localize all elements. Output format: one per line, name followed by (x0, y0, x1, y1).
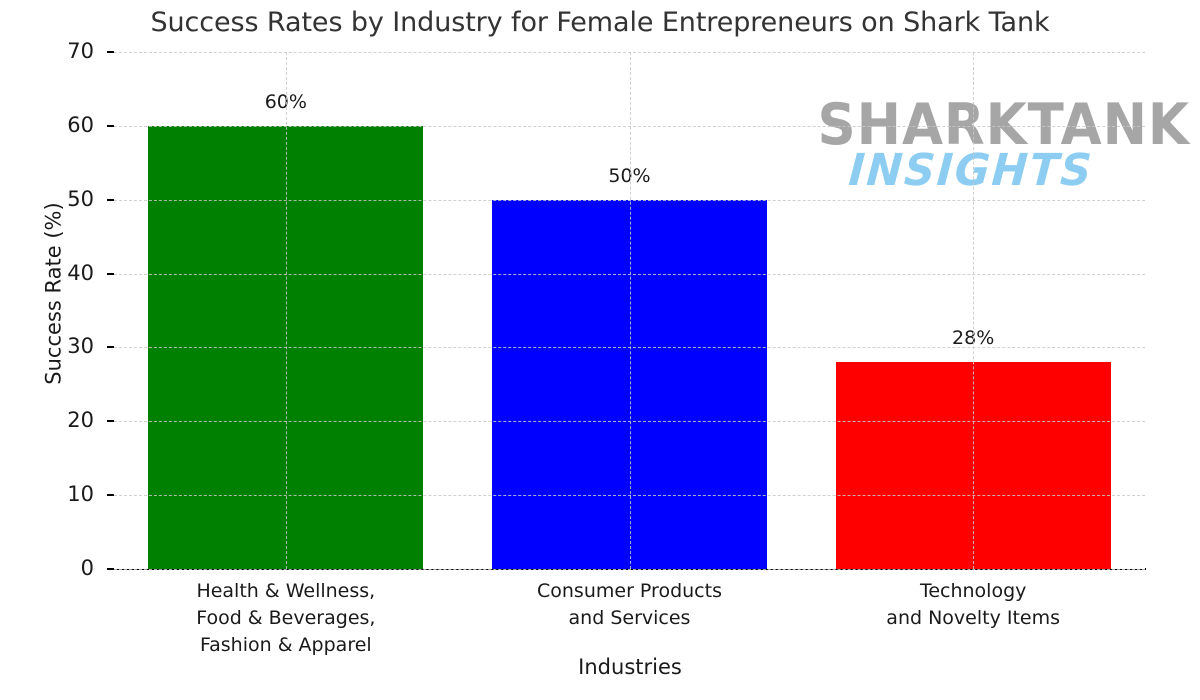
bar[interactable] (492, 199, 767, 569)
y-axis-tick (107, 198, 114, 201)
y-axis-tick (107, 124, 114, 127)
gridline-horizontal (114, 569, 1145, 570)
y-axis-tick-label: 0 (80, 556, 94, 580)
gridline-vertical (285, 52, 287, 569)
chart-title: Success Rates by Industry for Female Ent… (150, 7, 1050, 38)
y-axis-tick (107, 51, 114, 53)
y-axis-tick (107, 272, 114, 275)
x-axis-tick-label: Health & Wellness, Food & Beverages, Fas… (196, 580, 376, 656)
y-axis-tick-label: 10 (67, 482, 94, 507)
bar-value-label: 60% (264, 90, 307, 113)
bar-value-label: 28% (952, 327, 995, 350)
y-axis-tick-label: 50 (67, 186, 94, 211)
y-axis-tick-label: 20 (67, 408, 94, 433)
bar-value-label: 50% (608, 164, 651, 187)
y-axis-tick-label: 30 (67, 334, 94, 359)
y-axis-tick-label: 40 (67, 260, 94, 285)
plot-area (114, 52, 1145, 570)
x-axis-tick-label: Technology and Novelty Items (886, 580, 1061, 629)
x-axis-tick-label: Consumer Products and Services (537, 580, 722, 629)
y-axis-tick-label: 60 (67, 112, 94, 137)
y-axis-label: Success Rate (%) (41, 202, 66, 385)
y-axis-tick (107, 568, 114, 570)
x-axis-label: Industries (578, 655, 682, 679)
y-axis-tick (107, 420, 114, 423)
bar[interactable] (835, 362, 1111, 569)
gridline-vertical (973, 52, 975, 569)
y-axis-tick (107, 494, 114, 497)
y-axis-tick (107, 346, 114, 349)
gridline-vertical (629, 52, 631, 569)
y-axis-tick-label: 70 (67, 39, 94, 63)
